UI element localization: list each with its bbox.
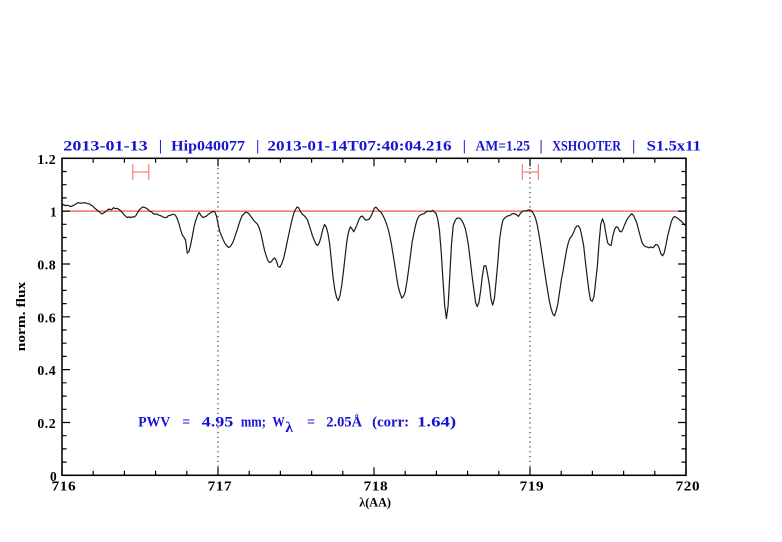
- svg-text:(corr:: (corr:: [372, 415, 409, 431]
- svg-text:720: 720: [676, 478, 701, 493]
- svg-text:719: 719: [520, 478, 545, 493]
- svg-text:Hip040077: Hip040077: [171, 138, 245, 154]
- svg-text:=: =: [307, 415, 315, 431]
- svg-text:0.4: 0.4: [37, 363, 56, 378]
- svg-text:1: 1: [50, 205, 57, 220]
- svg-text:1.2: 1.2: [37, 152, 56, 167]
- svg-text:|: |: [159, 138, 162, 154]
- svg-text:0.8: 0.8: [37, 258, 56, 273]
- svg-text:|: |: [256, 138, 259, 154]
- svg-text:|: |: [540, 138, 543, 154]
- svg-text:718: 718: [364, 478, 389, 493]
- svg-text:AM=1.25: AM=1.25: [476, 138, 530, 154]
- svg-text:λ: λ: [285, 420, 293, 436]
- svg-text:S1.5x11: S1.5x11: [647, 138, 701, 154]
- svg-text:0: 0: [50, 469, 57, 484]
- svg-text:2.05Å: 2.05Å: [326, 415, 362, 431]
- svg-text:2013-01-13: 2013-01-13: [63, 138, 147, 154]
- svg-text:2013-01-14T07:40:04.216: 2013-01-14T07:40:04.216: [267, 138, 451, 154]
- svg-text:λ(AA): λ(AA): [359, 495, 391, 510]
- svg-text:0.2: 0.2: [37, 416, 56, 431]
- svg-text:=: =: [182, 415, 190, 431]
- svg-text:mm;: mm;: [241, 415, 266, 431]
- svg-text:4.95: 4.95: [202, 415, 234, 431]
- svg-text:W: W: [272, 415, 285, 431]
- svg-text:|: |: [632, 138, 635, 154]
- svg-text:XSHOOTER: XSHOOTER: [552, 138, 621, 154]
- svg-text:norm. flux: norm. flux: [13, 281, 28, 351]
- svg-text:716: 716: [52, 478, 77, 493]
- svg-text:0.6: 0.6: [37, 310, 56, 325]
- svg-text:1.64): 1.64): [417, 415, 456, 431]
- svg-text:717: 717: [208, 478, 233, 493]
- svg-text:PWV: PWV: [138, 415, 170, 431]
- svg-text:|: |: [463, 138, 466, 154]
